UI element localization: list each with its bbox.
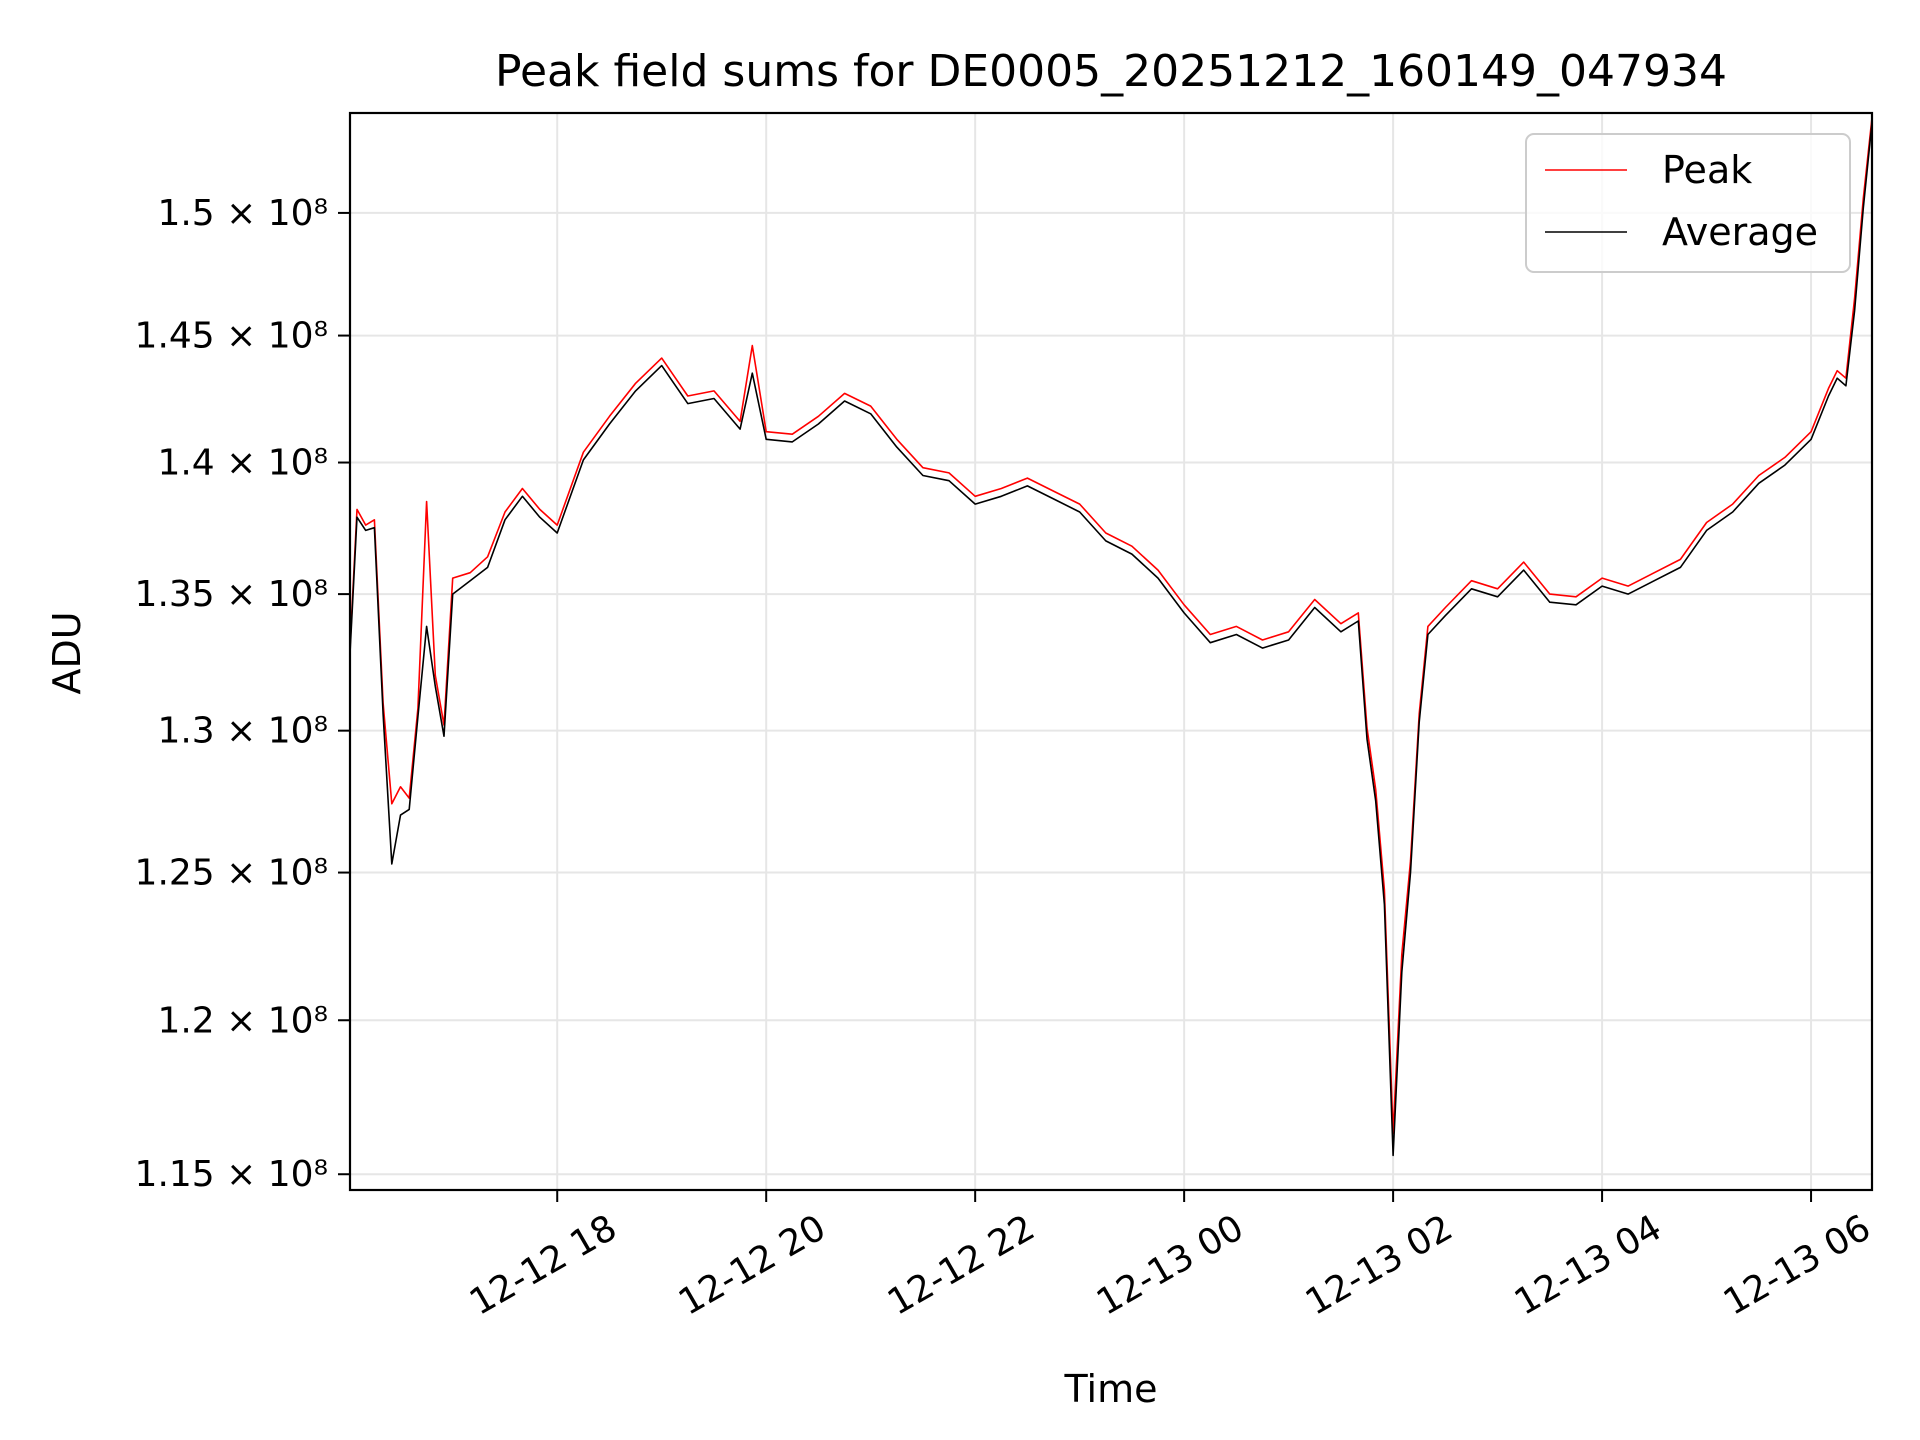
y-tick-label: 1.3 × 10⁸	[157, 711, 328, 752]
legend-box	[1525, 133, 1851, 273]
plot-series	[349, 117, 1873, 1157]
y-tick-label: 1.35 × 10⁸	[135, 574, 328, 615]
y-axis-label: ADU	[45, 611, 89, 694]
y-tick-label: 1.4 × 10⁸	[157, 443, 328, 484]
legend: Peak Average	[1525, 133, 1851, 273]
legend-label-peak: Peak	[1662, 148, 1752, 192]
chart-title: Peak field sums for DE0005_20251212_1601…	[495, 46, 1727, 97]
grid	[350, 113, 1872, 1190]
y-axis-ticks: 1.15 × 10⁸ 1.2 × 10⁸ 1.25 × 10⁸ 1.3 × 10⁸ 1.…	[135, 193, 350, 1195]
y-tick-label: 1.2 × 10⁸	[157, 1000, 328, 1041]
y-tick-label: 1.45 × 10⁸	[135, 316, 328, 357]
series-line-peak	[349, 117, 1873, 1135]
y-tick-label: 1.25 × 10⁸	[135, 853, 328, 894]
series-line-average	[349, 122, 1873, 1157]
y-tick-label: 1.5 × 10⁸	[157, 193, 328, 234]
legend-label-average: Average	[1662, 210, 1818, 254]
x-axis-label: Time	[1064, 1367, 1158, 1411]
plot-frame	[348, 111, 1874, 1192]
y-tick-label: 1.15 × 10⁸	[135, 1154, 328, 1195]
